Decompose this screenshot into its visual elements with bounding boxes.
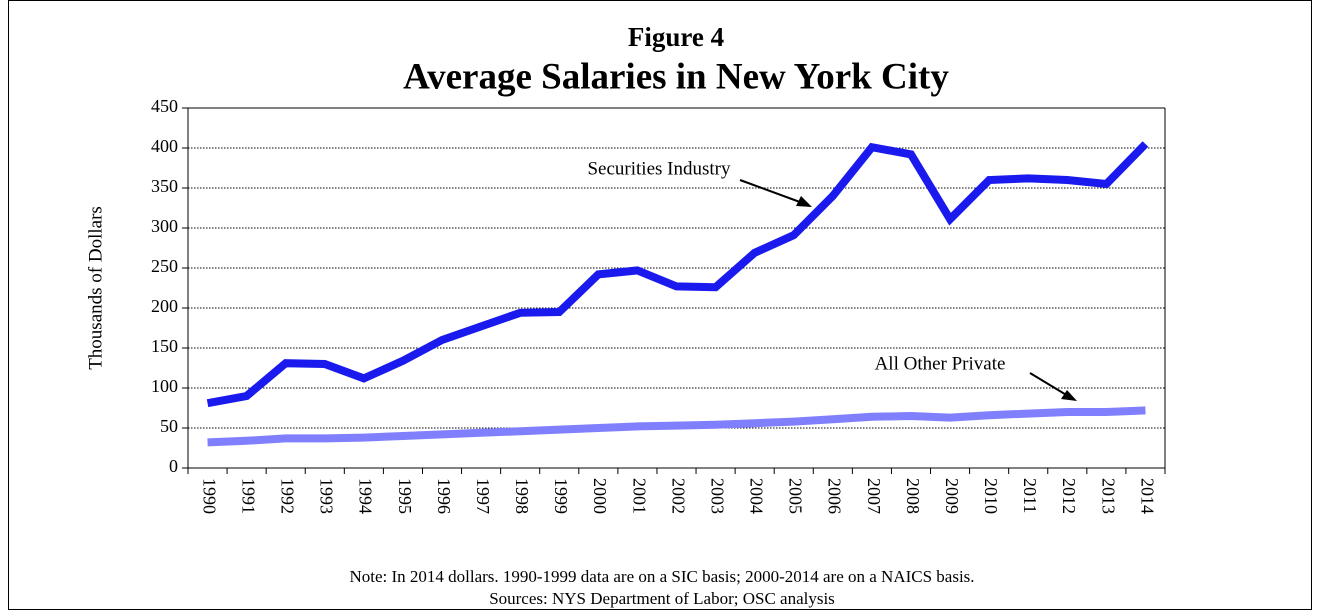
x-tick-label: 2007 [864,478,884,514]
x-tick-label: 1993 [317,478,337,514]
x-tick-label: 2012 [1059,478,1079,514]
series-annotation: All Other Private [875,353,1006,374]
series-line [207,406,1146,447]
annotation-arrow [739,179,809,206]
y-tick-label: 400 [151,136,178,156]
x-tick-label: 2004 [747,478,767,514]
x-tick-label: 2013 [1098,478,1118,514]
y-tick-label: 450 [151,96,178,116]
x-tick-label: 2000 [590,478,610,514]
series-annotation: Securities Industry [587,158,731,179]
x-tick-label: 2010 [981,478,1001,514]
x-tick-label: 2003 [707,478,727,514]
arrow-head [1061,390,1077,401]
x-tick-label: 1992 [278,478,298,514]
x-tick-label: 2011 [1020,478,1040,513]
y-tick-label: 300 [151,216,178,236]
note: Note: In 2014 dollars. 1990-1999 data ar… [349,567,974,586]
y-tick-label: 350 [151,176,178,196]
x-tick-label: 2014 [1137,478,1157,514]
chart-supertitle: Figure 4 [628,22,724,52]
x-tick-label: 1995 [395,478,415,514]
x-tick-label: 1991 [238,478,258,514]
x-tick-label: 1996 [434,478,454,514]
y-tick-label: 50 [160,416,178,436]
y-tick-label: 150 [151,336,178,356]
x-tick-label: 1994 [356,478,376,514]
x-tick-label: 2001 [629,478,649,514]
x-tick-label: 1997 [473,478,493,514]
x-tick-label: 2005 [786,478,806,514]
y-tick-label: 200 [151,296,178,316]
y-tick-label: 0 [169,456,178,476]
arrow-head [796,196,812,207]
y-tick-label: 250 [151,256,178,276]
note: Sources: NYS Department of Labor; OSC an… [489,589,835,608]
series-line [206,141,1149,408]
x-tick-label: 1998 [512,478,532,514]
x-tick-label: 2006 [825,478,845,514]
x-tick-label: 1999 [551,478,571,514]
y-tick-label: 100 [151,376,178,396]
x-tick-label: 1990 [199,478,219,514]
y-axis-label: Thousands of Dollars [85,206,106,370]
chart-border [8,0,1312,610]
x-tick-label: 2008 [903,478,923,514]
x-tick-label: 2009 [942,478,962,514]
chart-title: Average Salaries in New York City [403,56,949,97]
x-tick-label: 2002 [668,478,688,514]
